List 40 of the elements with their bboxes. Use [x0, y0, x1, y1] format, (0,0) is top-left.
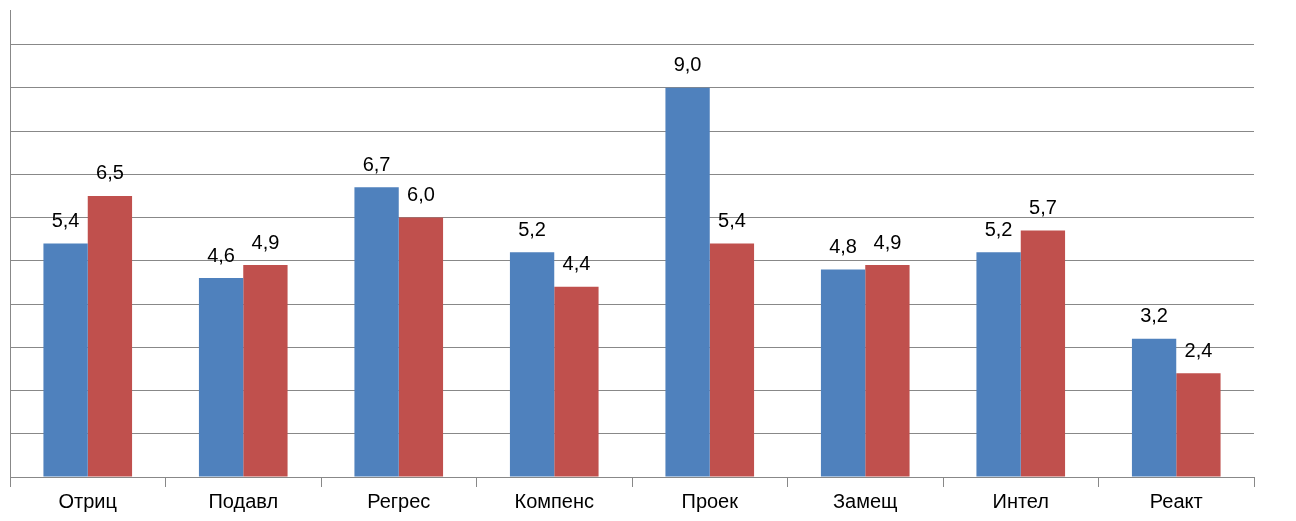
bar [43, 243, 88, 477]
data-label: 6,7 [362, 152, 391, 175]
bar [554, 286, 599, 477]
x-tick-label: Интел [992, 489, 1049, 512]
data-label: 4,6 [207, 243, 235, 266]
x-tick-label: Отриц [58, 489, 117, 512]
x-tick-label: Реакт [1149, 489, 1203, 512]
bar [665, 87, 710, 477]
bar [354, 187, 399, 477]
data-label: 3,2 [1140, 304, 1168, 327]
bar [87, 195, 133, 477]
data-label: 4,9 [251, 230, 280, 253]
bar [243, 265, 288, 477]
data-label: 4,9 [873, 230, 902, 253]
data-label: 4,4 [562, 252, 591, 275]
data-label: 5,4 [51, 209, 80, 232]
bar [1176, 373, 1221, 477]
data-label: 5,2 [984, 217, 1013, 240]
bar [1020, 230, 1066, 477]
x-tick-label: Компенс [514, 489, 595, 512]
data-label: 9,0 [673, 53, 702, 76]
bar [976, 252, 1021, 477]
data-label: 2,4 [1184, 338, 1213, 361]
data-label: 6,5 [96, 161, 124, 184]
bar [709, 243, 755, 477]
data-label: 5,7 [1029, 196, 1057, 219]
data-label: 5,2 [518, 217, 546, 240]
x-tick-label: Проек [681, 489, 739, 512]
x-tick-label: Регрес [367, 489, 431, 512]
data-label: 6,0 [407, 183, 435, 206]
data-label: 4,8 [829, 234, 857, 257]
bar [1131, 338, 1177, 477]
x-tick-label: Замещ [832, 489, 898, 512]
data-label: 5,4 [718, 209, 746, 232]
bar [865, 265, 910, 477]
bar [198, 278, 244, 477]
bar [820, 269, 866, 477]
x-tick-label: Подавл [208, 489, 279, 512]
bar [509, 252, 555, 477]
bar [398, 217, 444, 477]
